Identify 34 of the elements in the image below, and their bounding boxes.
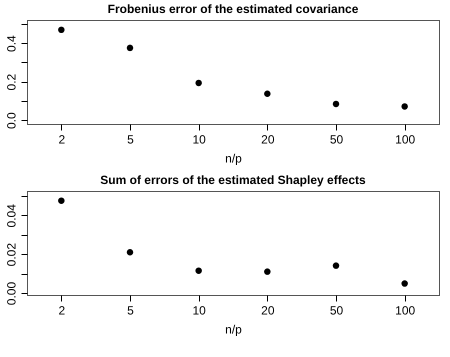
point [58, 26, 65, 34]
point [401, 280, 408, 287]
y-tick-label: 0.00 [4, 282, 18, 306]
x-tick-label: 10 [192, 132, 206, 146]
point [126, 249, 134, 256]
chart-title: Sum of errors of the estimated Shapley effects [100, 173, 366, 187]
x-tick-label: 20 [261, 132, 275, 146]
x-tick-label: 100 [395, 132, 416, 146]
x-tick-label: 50 [330, 304, 344, 318]
y-tick-label: 0.4 [4, 34, 18, 52]
point [195, 267, 202, 274]
x-tick-label: 5 [127, 304, 134, 318]
y-tick-label: 0.0 [4, 112, 18, 129]
x-axis-title: n/p [225, 152, 242, 166]
x-tick-label: 20 [261, 304, 275, 318]
chart-title: Frobenius error of the estimated covariance [108, 2, 359, 16]
x-axis-title: n/p [225, 322, 242, 336]
y-tick-label: 0.02 [4, 242, 18, 266]
point [264, 90, 271, 97]
point [332, 100, 340, 108]
x-tick-label: 100 [395, 304, 416, 318]
x-tick-label: 2 [58, 132, 66, 146]
point [126, 44, 134, 52]
point [195, 80, 202, 86]
point [332, 262, 340, 269]
x-tick-label: 50 [330, 132, 344, 146]
point [401, 103, 408, 110]
y-tick-label: 0.04 [4, 204, 18, 228]
x-tick-label: 10 [192, 304, 206, 318]
x-tick-label: 5 [127, 132, 134, 146]
point [58, 197, 65, 204]
x-tick-label: 2 [58, 304, 66, 318]
y-tick-label: 0.2 [4, 73, 18, 90]
point [264, 268, 271, 275]
